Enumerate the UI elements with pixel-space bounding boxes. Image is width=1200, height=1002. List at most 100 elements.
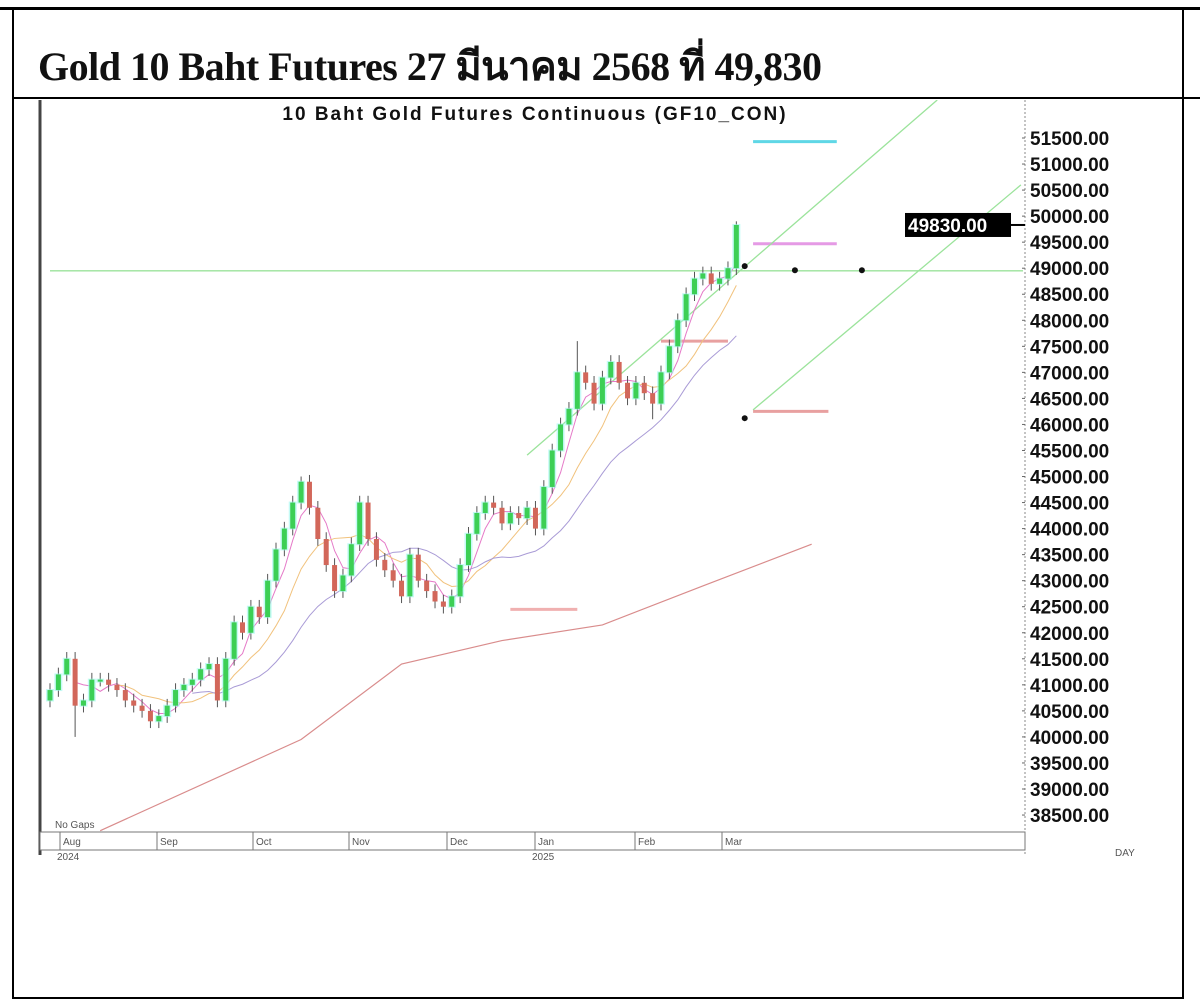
candle-body bbox=[306, 481, 312, 508]
y-tick-label: 47000.00 bbox=[1030, 363, 1109, 384]
candle-body bbox=[566, 408, 572, 425]
candle-body bbox=[64, 658, 70, 675]
candle-body bbox=[72, 658, 78, 706]
month-label: Jan bbox=[538, 837, 554, 848]
candle-body bbox=[440, 601, 446, 607]
candle-body bbox=[114, 684, 120, 691]
candle-body bbox=[164, 705, 170, 717]
y-tick-label: 46000.00 bbox=[1030, 415, 1109, 436]
candle-body bbox=[173, 690, 179, 706]
month-label: Dec bbox=[450, 837, 468, 848]
y-tick-label: 45500.00 bbox=[1030, 441, 1109, 462]
candle-body bbox=[650, 393, 656, 404]
candle-body bbox=[482, 502, 488, 513]
y-tick-label: 44500.00 bbox=[1030, 494, 1109, 515]
candle-body bbox=[214, 664, 220, 701]
candle-body bbox=[466, 533, 471, 566]
candle-body bbox=[717, 278, 723, 284]
candle-body bbox=[658, 372, 664, 404]
candle-body bbox=[357, 502, 363, 545]
candle-body bbox=[491, 502, 497, 508]
y-tick-label: 42000.00 bbox=[1030, 624, 1109, 645]
candle-body bbox=[541, 486, 547, 529]
candle-body bbox=[139, 705, 145, 711]
pivot-marker bbox=[858, 267, 865, 274]
document-title: Gold 10 Baht Futures 27 มีนาคม 2568 ที่ … bbox=[38, 44, 822, 89]
price-chart: 10 Baht Gold Futures Continuous (GF10_CO… bbox=[35, 100, 1180, 865]
month-label: Nov bbox=[352, 837, 370, 848]
candle-body bbox=[382, 559, 388, 571]
candle-body bbox=[558, 424, 564, 451]
candle-body bbox=[80, 700, 86, 706]
candle-body bbox=[415, 554, 421, 581]
candle-body bbox=[666, 346, 672, 373]
candle-body bbox=[583, 372, 589, 383]
month-label: Feb bbox=[638, 837, 656, 848]
y-tick-label: 44000.00 bbox=[1030, 520, 1109, 541]
candle-body bbox=[156, 716, 162, 722]
candle-body bbox=[273, 549, 279, 581]
candle-body bbox=[432, 591, 438, 602]
candle-body bbox=[365, 502, 371, 540]
candle-body bbox=[206, 664, 212, 670]
candle-body bbox=[507, 512, 513, 524]
candle-body bbox=[457, 565, 463, 597]
candle-body bbox=[599, 377, 605, 404]
candle-body bbox=[198, 669, 204, 680]
candle-body bbox=[407, 554, 413, 597]
candle-body bbox=[181, 684, 187, 691]
candle-body bbox=[122, 690, 128, 701]
pivot-marker bbox=[791, 267, 798, 274]
table-right-border bbox=[1182, 7, 1184, 999]
candle-body bbox=[315, 507, 321, 540]
candle-body bbox=[106, 679, 112, 685]
last-price-box bbox=[905, 212, 1011, 237]
interval-label: DAY bbox=[1115, 848, 1135, 859]
y-tick-label: 48000.00 bbox=[1030, 311, 1109, 332]
y-tick-label: 51000.00 bbox=[1030, 155, 1109, 176]
candle-body bbox=[532, 507, 538, 529]
table-left-border bbox=[12, 7, 14, 999]
candle-body bbox=[625, 382, 631, 399]
candle-body bbox=[55, 674, 61, 691]
candle-body bbox=[223, 658, 229, 701]
y-tick-label: 39500.00 bbox=[1030, 754, 1109, 775]
y-tick-label: 40000.00 bbox=[1030, 728, 1109, 749]
candle-body bbox=[290, 502, 296, 529]
candle-body bbox=[131, 700, 137, 706]
month-label: Aug bbox=[63, 837, 81, 848]
y-tick-label: 48500.00 bbox=[1030, 285, 1109, 306]
y-tick-label: 49500.00 bbox=[1030, 233, 1109, 254]
candle-body bbox=[708, 273, 714, 284]
candle-body bbox=[616, 361, 622, 383]
candle-body bbox=[725, 268, 731, 279]
pivot-marker bbox=[741, 263, 748, 270]
candle-body bbox=[231, 622, 237, 659]
candle-body bbox=[424, 580, 430, 592]
y-tick-label: 40500.00 bbox=[1030, 702, 1109, 723]
y-tick-label: 42500.00 bbox=[1030, 598, 1109, 619]
candle-body bbox=[265, 580, 271, 618]
candle-body bbox=[641, 382, 647, 394]
month-label: Sep bbox=[160, 837, 178, 848]
y-tick-label: 41500.00 bbox=[1030, 650, 1109, 671]
last-price-label: 49830.00 bbox=[908, 216, 987, 237]
table-row-divider bbox=[12, 97, 1200, 99]
candle-body bbox=[256, 606, 262, 618]
year-label: 2025 bbox=[532, 852, 555, 863]
month-label: Oct bbox=[256, 837, 272, 848]
candle-body bbox=[733, 224, 739, 269]
candle-body bbox=[449, 596, 455, 607]
time-axis-band bbox=[39, 831, 1026, 851]
y-tick-label: 50000.00 bbox=[1030, 207, 1109, 228]
candle-body bbox=[574, 372, 580, 409]
candle-body bbox=[516, 512, 522, 519]
candle-body bbox=[323, 539, 329, 566]
candle-body bbox=[298, 481, 304, 503]
y-tick-label: 38500.00 bbox=[1030, 806, 1109, 827]
chart-title: 10 Baht Gold Futures Continuous (GF10_CO… bbox=[282, 104, 787, 125]
candle-body bbox=[608, 361, 614, 378]
y-tick-label: 47500.00 bbox=[1030, 337, 1109, 358]
candle-body bbox=[340, 575, 346, 592]
moving-average-4 bbox=[74, 263, 737, 714]
